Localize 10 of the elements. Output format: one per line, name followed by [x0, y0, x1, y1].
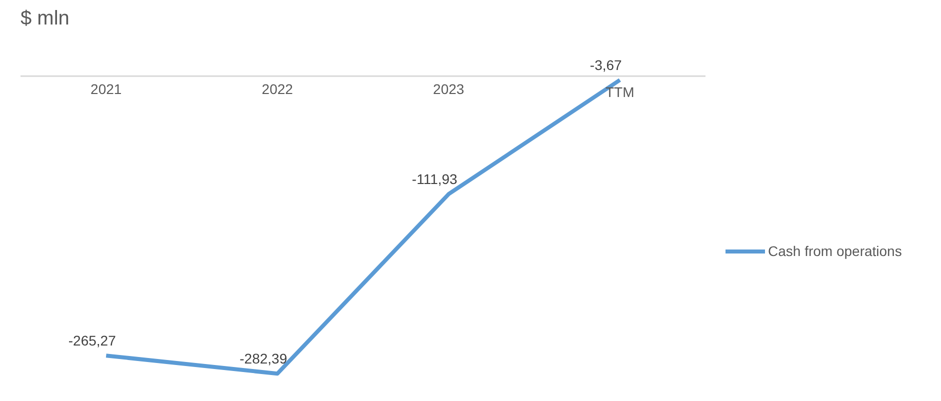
x-tick-label: 2023: [433, 81, 464, 98]
data-label: -282,39: [240, 350, 288, 367]
x-tick-label: 2021: [90, 81, 122, 98]
x-tick-label: TTM: [605, 84, 634, 100]
data-label: -111,93: [412, 171, 458, 188]
chart-title: $ mln: [20, 8, 70, 30]
data-label: -3,67: [590, 57, 622, 74]
data-label: -265,27: [68, 332, 116, 349]
x-tick-label: 2022: [262, 81, 294, 98]
legend-label: Cash from operations: [768, 243, 902, 259]
